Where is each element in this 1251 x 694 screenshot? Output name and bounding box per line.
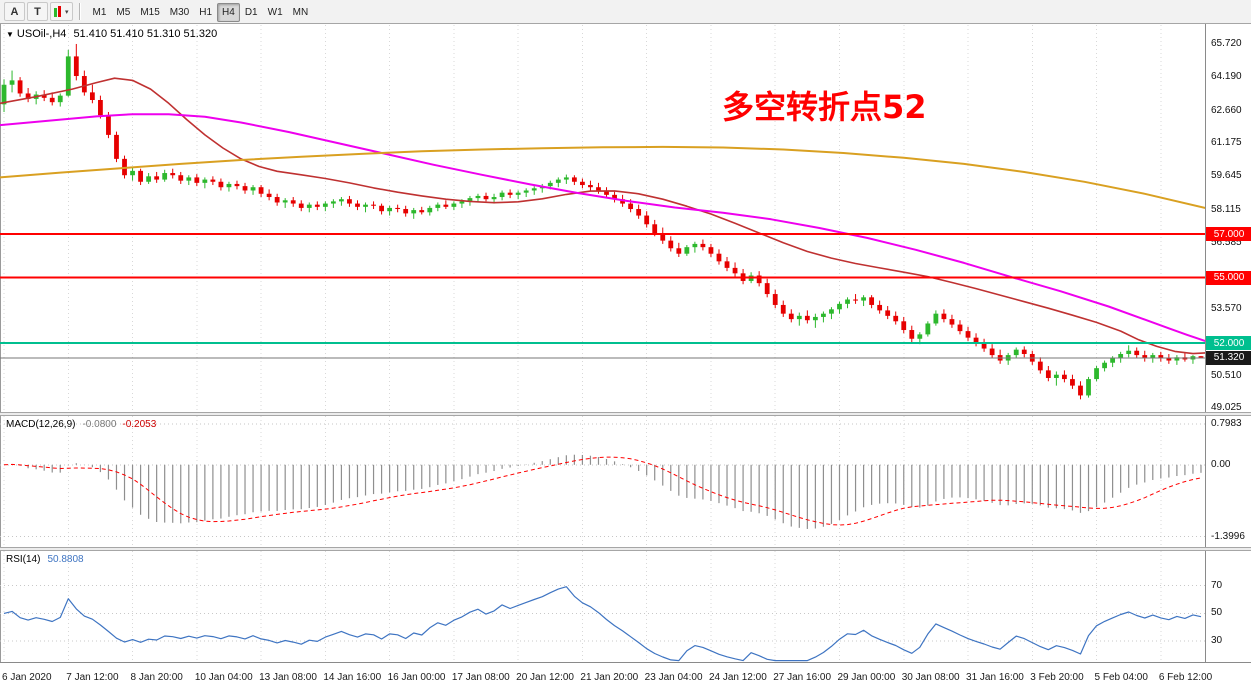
timeframe-m15-button[interactable]: M15 bbox=[135, 3, 164, 22]
price-tag-57.000: 57.000 bbox=[1206, 227, 1251, 242]
ma-slow-orange-line bbox=[0, 145, 1205, 209]
time-axis-label: 17 Jan 08:00 bbox=[451, 672, 510, 683]
timeframe-h4-button[interactable]: H4 bbox=[217, 2, 240, 22]
time-axis-label: 8 Jan 20:00 bbox=[130, 672, 183, 683]
time-axis-label: 24 Jan 12:00 bbox=[708, 672, 767, 683]
main-chart-canvas[interactable] bbox=[0, 25, 1205, 412]
macd-histogram bbox=[11, 454, 1202, 529]
ohlc-values: 51.410 51.410 51.310 51.320 bbox=[73, 28, 218, 40]
price-axis-label: 61.175 bbox=[1211, 137, 1242, 149]
macd-canvas[interactable] bbox=[0, 416, 1205, 547]
symbol-dropdown-icon[interactable]: ▼ bbox=[6, 29, 14, 39]
price-axis-label: 49.025 bbox=[1211, 401, 1242, 413]
price-axis-label: 59.645 bbox=[1211, 170, 1242, 182]
ma-mid-magenta-line bbox=[0, 113, 1205, 342]
ma-fast-red-line bbox=[0, 77, 1205, 355]
current-price-tag: 51.320 bbox=[1206, 350, 1251, 365]
timeframe-mn-button[interactable]: MN bbox=[288, 3, 314, 22]
price-axis-label: 64.190 bbox=[1211, 71, 1242, 83]
text-tool-button[interactable]: T bbox=[27, 2, 48, 21]
time-axis-label: 23 Jan 04:00 bbox=[644, 672, 703, 683]
price-axis-label: 70 bbox=[1211, 579, 1223, 591]
time-axis-label: 6 Jan 2020 bbox=[2, 672, 52, 683]
time-axis-label: 29 Jan 00:00 bbox=[837, 672, 896, 683]
timeframe-d1-button[interactable]: D1 bbox=[240, 3, 263, 22]
timeframe-w1-button[interactable]: W1 bbox=[263, 3, 288, 22]
time-axis-label: 20 Jan 12:00 bbox=[516, 672, 574, 683]
chart-tools-dropdown-button[interactable]: ▾ bbox=[50, 2, 73, 21]
time-axis-label: 13 Jan 08:00 bbox=[259, 672, 317, 683]
price-axis-label: 0.7983 bbox=[1211, 417, 1242, 429]
price-axis-label: 53.570 bbox=[1211, 302, 1242, 314]
price-tag-52.000: 52.000 bbox=[1206, 336, 1251, 351]
time-axis-label: 31 Jan 16:00 bbox=[966, 672, 1024, 683]
rsi-label: RSI(14) bbox=[6, 554, 41, 565]
toolbar: A T ▾ M1 M5 M15 M30 H1 H4 D1 W1 MN bbox=[0, 0, 1251, 24]
timeframe-group: M1 M5 M15 M30 H1 H4 D1 W1 MN bbox=[88, 2, 314, 22]
price-axis[interactable]: 65.720 64.190 62.660 61.175 59.645 58.115 56.5… bbox=[1205, 24, 1251, 662]
price-axis-label: 62.660 bbox=[1211, 104, 1242, 116]
timeframe-h1-button[interactable]: H1 bbox=[194, 3, 217, 22]
symbol-title: USOil-,H4 bbox=[16, 28, 67, 40]
time-axis-label: 3 Feb 20:00 bbox=[1030, 672, 1084, 683]
panel-resize-divider[interactable] bbox=[0, 412, 1251, 416]
candles-layer bbox=[1, 43, 1204, 400]
price-tag-55.000: 55.000 bbox=[1206, 270, 1251, 285]
time-axis-label: 27 Jan 16:00 bbox=[773, 672, 832, 683]
price-axis-label: 58.115 bbox=[1211, 203, 1241, 215]
macd-value: -0.0800 bbox=[82, 419, 117, 430]
macd-label: MACD(12,26,9) bbox=[6, 419, 76, 430]
candlestick-icon bbox=[54, 6, 61, 17]
rsi-value: 50.8808 bbox=[47, 554, 84, 565]
price-axis-label: 0.00 bbox=[1211, 458, 1231, 470]
chart-region: ▼ USOil-,H4 51.410 51.410 51.310 51.320 多空… bbox=[0, 24, 1251, 694]
time-axis-label: 14 Jan 16:00 bbox=[323, 672, 382, 683]
time-axis[interactable]: 6 Jan 2020 7 Jan 12:00 8 Jan 20:00 10 Jan 0… bbox=[0, 662, 1251, 694]
rsi-canvas[interactable] bbox=[0, 551, 1205, 662]
toolbar-separator bbox=[78, 3, 80, 20]
timeframe-m1-button[interactable]: M1 bbox=[88, 3, 112, 22]
price-axis-label: -1.3996 bbox=[1211, 530, 1245, 542]
time-axis-label: 5 Feb 04:00 bbox=[1094, 672, 1148, 683]
macd-legend: MACD(12,26,9) -0.0800 -0.2053 bbox=[6, 419, 156, 430]
chevron-down-icon: ▾ bbox=[65, 8, 69, 16]
macd-signal-line bbox=[3, 456, 1202, 526]
price-axis-label: 30 bbox=[1211, 635, 1223, 647]
price-axis-label: 56.585 bbox=[1211, 237, 1242, 249]
vertical-gridlines bbox=[3, 25, 1162, 412]
price-axis-label: 50.510 bbox=[1211, 369, 1242, 381]
macd-signal-value: -0.2053 bbox=[122, 419, 157, 430]
timeframe-m30-button[interactable]: M30 bbox=[165, 3, 194, 22]
price-axis-label: 50 bbox=[1211, 607, 1223, 619]
time-axis-label: 10 Jan 04:00 bbox=[194, 672, 253, 683]
chart-annotation: 多空转折点52 bbox=[722, 88, 927, 126]
time-axis-label: 21 Jan 20:00 bbox=[580, 672, 639, 683]
time-axis-label: 6 Feb 12:00 bbox=[1158, 672, 1213, 683]
chart-legend: ▼ USOil-,H4 51.410 51.410 51.310 51.320 bbox=[6, 28, 217, 40]
vertical-gridlines bbox=[3, 416, 1162, 547]
vertical-gridlines bbox=[3, 551, 1162, 662]
timeframe-m5-button[interactable]: M5 bbox=[111, 3, 135, 22]
text-label-tool-button[interactable]: A bbox=[4, 2, 25, 21]
time-axis-label: 16 Jan 00:00 bbox=[387, 672, 446, 683]
time-axis-label: 30 Jan 08:00 bbox=[901, 672, 960, 683]
panel-resize-divider[interactable] bbox=[0, 547, 1251, 551]
time-axis-label: 7 Jan 12:00 bbox=[66, 672, 119, 683]
price-axis-label: 65.720 bbox=[1211, 37, 1242, 49]
rsi-legend: RSI(14) 50.8808 bbox=[6, 554, 84, 565]
rsi-line bbox=[3, 586, 1202, 662]
